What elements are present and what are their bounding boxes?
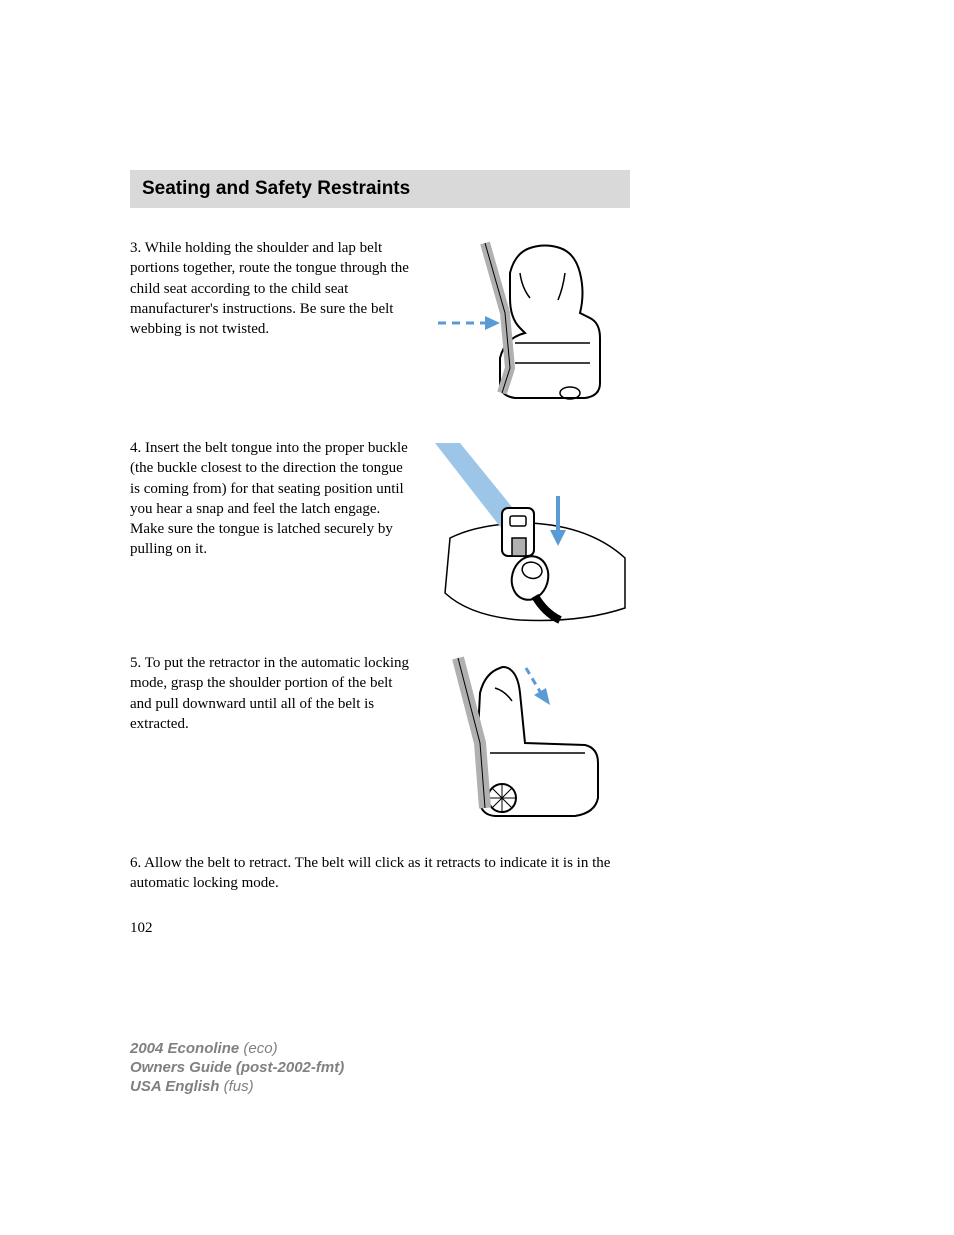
footer-lang-code: (fus) (224, 1078, 254, 1095)
step-4-figure (430, 438, 630, 633)
page-number: 102 (130, 920, 153, 937)
footer-line-2: Owners Guide (post-2002-fmt) (130, 1059, 344, 1076)
footer-lang: USA English (130, 1078, 219, 1095)
footer-line-1: 2004 Econoline (eco) (130, 1040, 344, 1057)
step-5-text: 5. To put the retractor in the automatic… (130, 653, 410, 734)
footer: 2004 Econoline (eco) Owners Guide (post-… (130, 1040, 344, 1097)
step-3-row: 3. While holding the shoulder and lap be… (130, 238, 794, 418)
step-3-figure (430, 238, 630, 418)
footer-model-code: (eco) (243, 1040, 277, 1057)
step-5-row: 5. To put the retractor in the automatic… (130, 653, 794, 833)
step-3-text: 3. While holding the shoulder and lap be… (130, 238, 410, 339)
footer-line-3: USA English (fus) (130, 1078, 344, 1095)
section-title: Seating and Safety Restraints (142, 178, 410, 199)
step-4-row: 4. Insert the belt tongue into the prope… (130, 438, 794, 633)
step-6-text: 6. Allow the belt to retract. The belt w… (130, 853, 630, 894)
footer-model: 2004 Econoline (130, 1040, 239, 1057)
step-5-figure (430, 653, 620, 833)
footer-guide: Owners Guide (post-2002-fmt) (130, 1059, 344, 1076)
step-4-text: 4. Insert the belt tongue into the prope… (130, 438, 410, 560)
section-header: Seating and Safety Restraints (130, 170, 630, 208)
